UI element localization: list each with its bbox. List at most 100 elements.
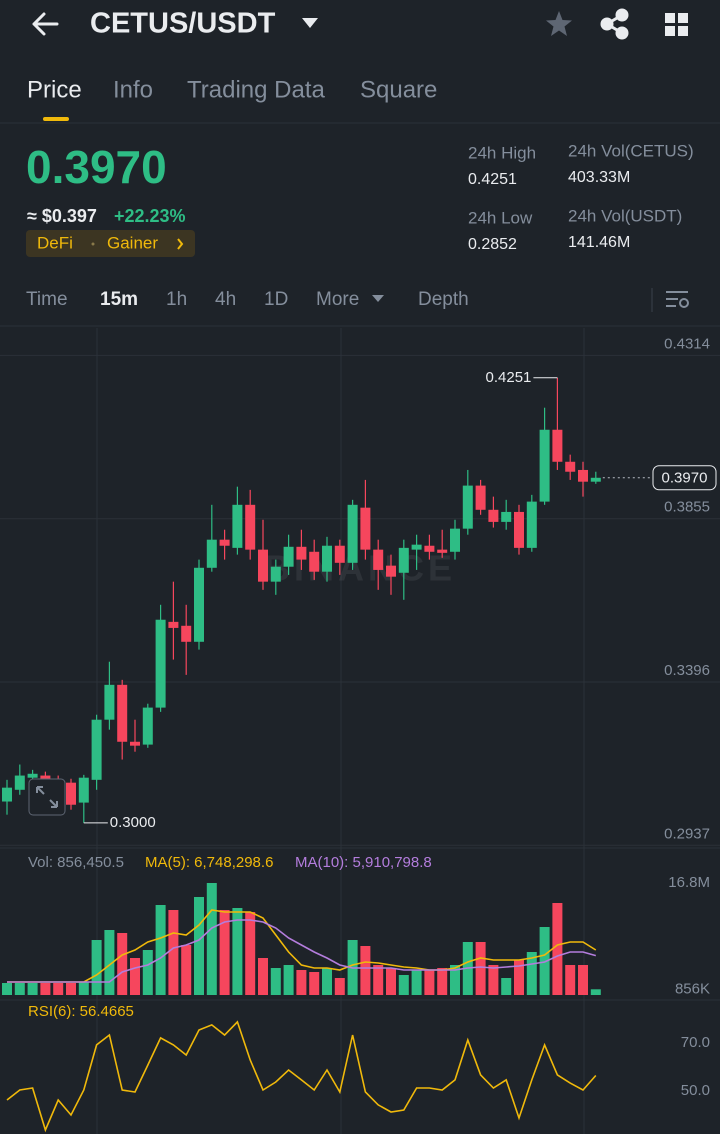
layout-button[interactable] (665, 13, 688, 36)
y-tick-label: 0.2937 (664, 825, 710, 842)
last-price-label: 0.3970 (662, 470, 708, 487)
expand-box (28, 778, 66, 816)
stat-value: 141.46M (568, 234, 630, 251)
volume-bar (373, 965, 384, 995)
candle-body (27, 773, 38, 778)
candle-body (194, 567, 204, 642)
volume-bar (66, 983, 76, 995)
high-marker-label: 0.4251 (486, 369, 532, 386)
interval[interactable]: 1h (166, 289, 187, 310)
candle-body (565, 461, 576, 472)
candle-body (91, 719, 102, 780)
volume-bar (245, 912, 256, 995)
candle-body (232, 504, 243, 548)
candle-body (104, 684, 115, 720)
pair-dropdown[interactable] (302, 18, 318, 28)
tab[interactable]: Square (360, 76, 437, 103)
candle-body (322, 545, 332, 572)
volume-bar (270, 968, 281, 995)
candle-body (334, 545, 345, 563)
stat-label: 24h Vol(USDT) (568, 206, 682, 225)
y-tick-label: 70.0 (681, 1034, 710, 1051)
settings-gear (679, 298, 689, 308)
candle-body (206, 539, 217, 568)
interval[interactable]: Time (26, 289, 68, 310)
candle-body (424, 545, 435, 552)
legend-label: MA(5): 6,748,298.6 (145, 854, 273, 871)
watermark: BINANCE (264, 548, 456, 589)
tab[interactable]: Price (27, 76, 82, 103)
volume-bar (360, 946, 371, 995)
expand-arrows (36, 786, 58, 808)
chart-settings[interactable] (666, 291, 689, 308)
volume-bar (130, 958, 140, 995)
volume-bar (501, 978, 512, 995)
volume-bar (219, 910, 230, 995)
candle-body (2, 787, 12, 802)
volume-bar (104, 930, 115, 995)
candle-body (78, 777, 89, 803)
volume-bar (514, 960, 524, 995)
share-link (606, 22, 623, 35)
stat-label: 24h High (468, 143, 536, 162)
candle-body (514, 511, 524, 548)
candle-body (219, 539, 230, 546)
stat-value: 0.4251 (468, 171, 517, 188)
expand-button[interactable] (28, 778, 66, 816)
volume-bar (117, 933, 128, 995)
candle-body (155, 619, 166, 708)
usd-price: ≈ $0.397 (27, 206, 97, 226)
layout-cell (678, 13, 688, 23)
price-change: +22.23% (114, 206, 186, 226)
volume-bar (539, 927, 550, 995)
candle-body (142, 707, 153, 745)
favorite-star[interactable] (546, 11, 572, 36)
stat-value: 0.2852 (468, 236, 517, 253)
volume-bar (296, 970, 307, 995)
candle-body (386, 565, 396, 577)
tag-separator (91, 242, 95, 246)
tag[interactable]: DeFi (37, 233, 73, 252)
volume-bar (526, 952, 537, 995)
volume-bar (258, 958, 268, 995)
layout-cell (678, 26, 688, 36)
candle-body (270, 566, 281, 582)
ma-line (7, 909, 597, 983)
interval[interactable]: 15m (100, 289, 138, 310)
more-dropdown (372, 295, 384, 302)
tab[interactable]: Info (113, 76, 153, 103)
volume-bar (78, 982, 89, 995)
volume-bar (437, 968, 448, 995)
volume-bar (181, 945, 192, 995)
pair-title[interactable]: CETUS/USDT (90, 8, 276, 40)
share-button[interactable] (600, 8, 629, 40)
candle-body (475, 485, 486, 510)
interval[interactable]: Depth (418, 289, 469, 310)
low-marker-label: 0.3000 (110, 814, 156, 831)
stat-label: 24h Low (468, 208, 533, 227)
volume-bar (578, 965, 588, 995)
y-tick-label: 16.8M (668, 874, 710, 891)
candle-body (347, 504, 358, 563)
interval[interactable]: 4h (215, 289, 236, 310)
volume-bar (552, 903, 563, 995)
candle-body (14, 775, 25, 790)
tag[interactable]: Gainer (107, 233, 158, 252)
candle-body (526, 501, 537, 548)
interval[interactable]: 1D (264, 289, 288, 310)
tab[interactable]: Trading Data (187, 76, 326, 103)
stat-value: 403.33M (568, 169, 630, 186)
tag-box[interactable] (26, 230, 195, 257)
candle-body (488, 509, 499, 522)
share-link (606, 13, 623, 26)
legend-label: Vol: 856,450.5 (28, 854, 124, 871)
candle-body (66, 782, 76, 805)
interval[interactable]: More (316, 289, 359, 310)
last-price: 0.3970 (26, 141, 167, 193)
candle-body (117, 684, 128, 742)
back-button[interactable] (32, 12, 59, 36)
chart-layer: 0.4314 0.3855 0.3396 0.2937 BINANCE 0.4251 0.3… (0, 335, 720, 1133)
candle-body (411, 544, 422, 550)
tag-chevron (177, 238, 184, 250)
